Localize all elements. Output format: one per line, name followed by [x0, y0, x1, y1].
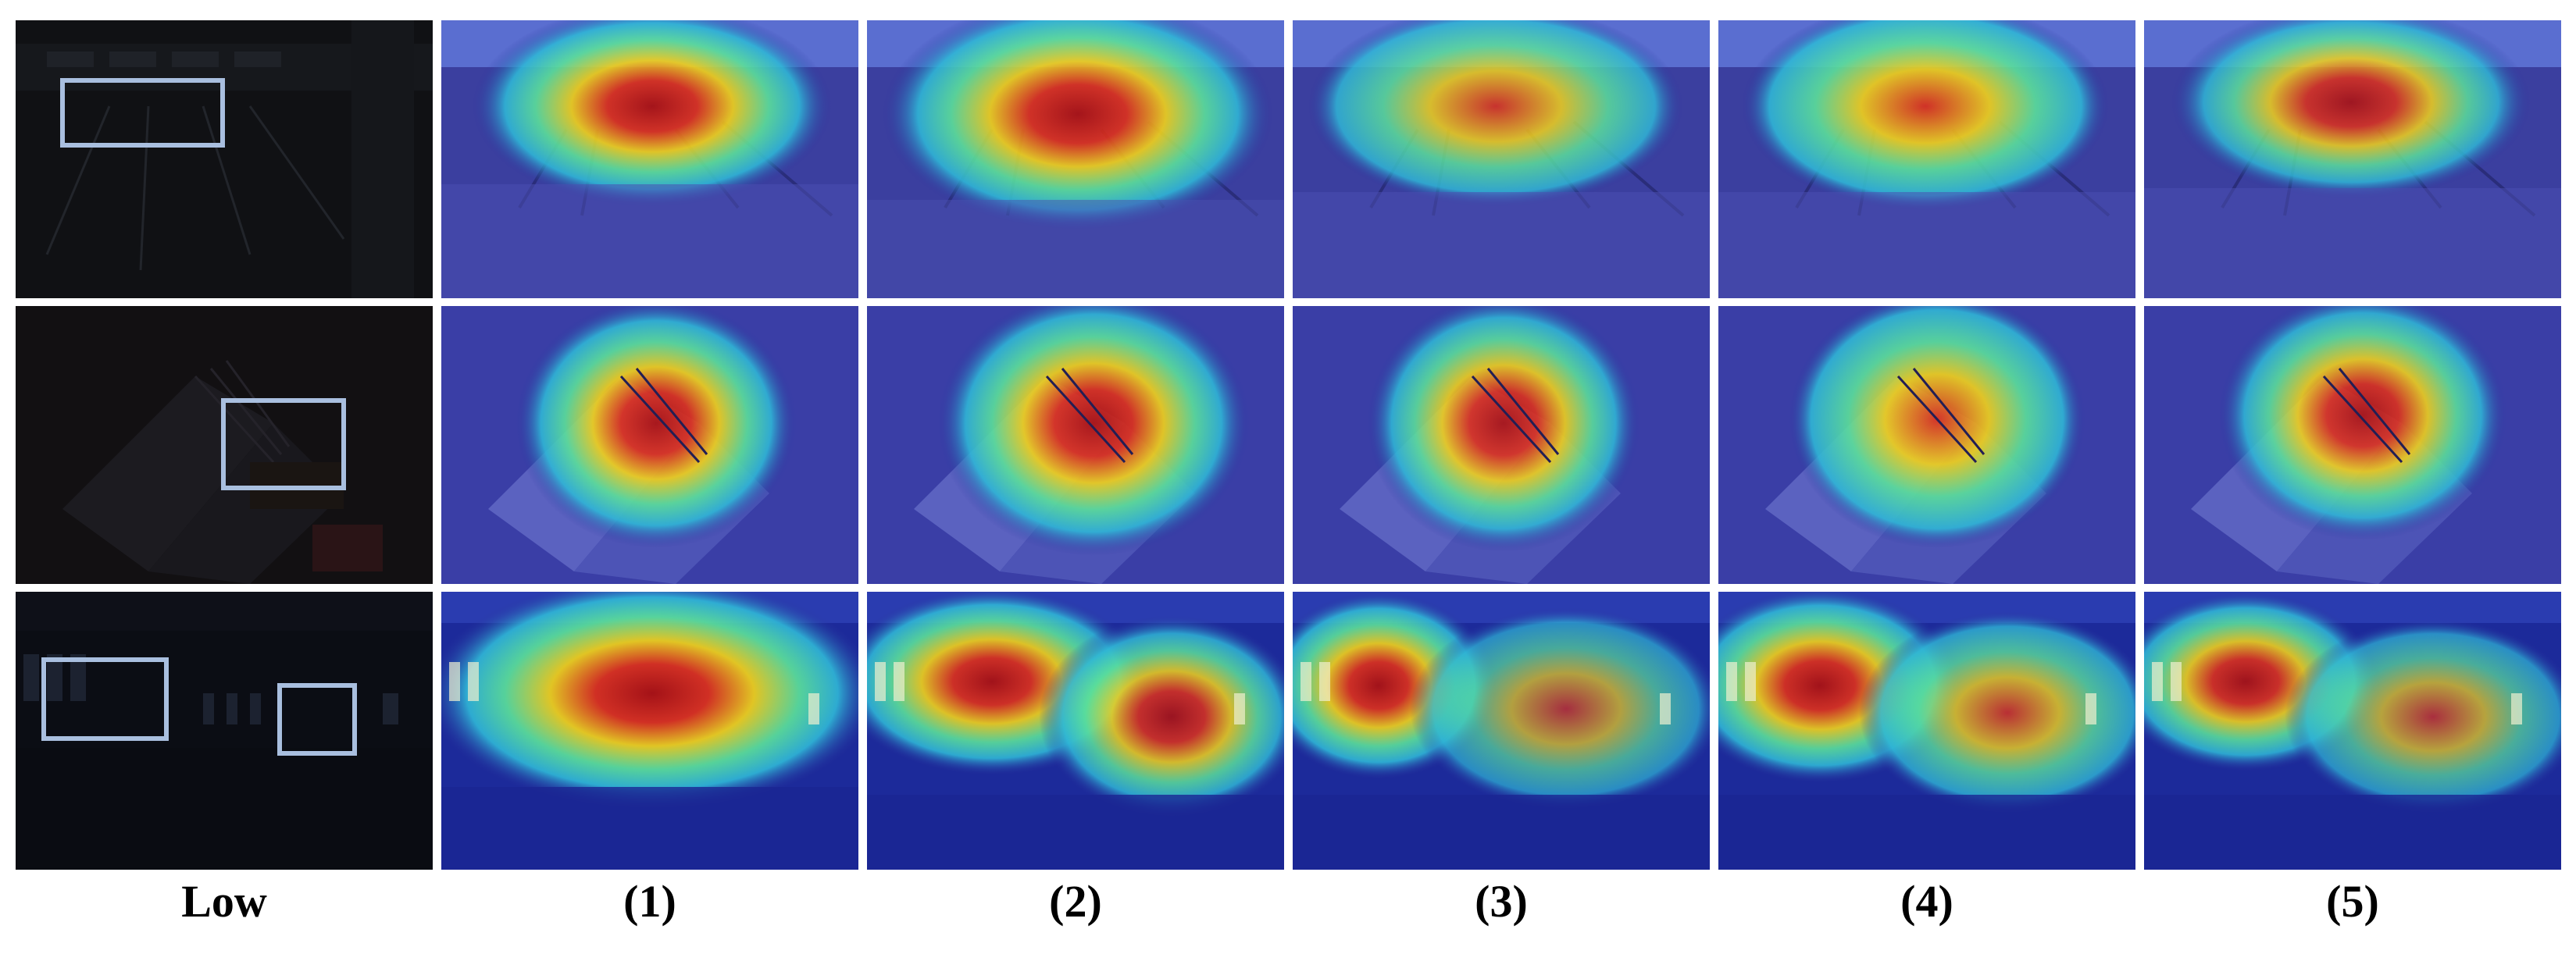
row2-heatmap-1: [441, 306, 858, 584]
row2-region-box: [221, 398, 346, 490]
row2-heatmap-5: [2144, 306, 2561, 584]
row2-heatmap-2: [867, 306, 1284, 584]
column-label-4: (4): [1900, 876, 1953, 927]
row3-region-box-right: [277, 683, 357, 756]
row1-region-box: [60, 78, 225, 148]
column-label-3: (3): [1475, 876, 1528, 927]
row1-heatmap-3: [1293, 20, 1710, 298]
row1-heatmap-4: [1718, 20, 2135, 298]
column-label-5: (5): [2326, 876, 2379, 927]
row1-heatmap-2: [867, 20, 1284, 298]
row3-heatmap-1: [441, 592, 858, 870]
column-label-low: Low: [181, 876, 267, 927]
row3-heatmap-5: [2144, 592, 2561, 870]
row1-low-light-image: [16, 20, 433, 298]
column-label-1: (1): [623, 876, 676, 927]
row1-heatmap-5: [2144, 20, 2561, 298]
row3-heatmap-2: [867, 592, 1284, 870]
row3-region-box-left: [41, 657, 169, 741]
column-label-2: (2): [1049, 876, 1102, 927]
row2-heatmap-3: [1293, 306, 1710, 584]
row1-heatmap-1: [441, 20, 858, 298]
row2-heatmap-4: [1718, 306, 2135, 584]
row3-heatmap-4: [1718, 592, 2135, 870]
row3-heatmap-3: [1293, 592, 1710, 870]
row3-low-light-image: [16, 592, 433, 870]
